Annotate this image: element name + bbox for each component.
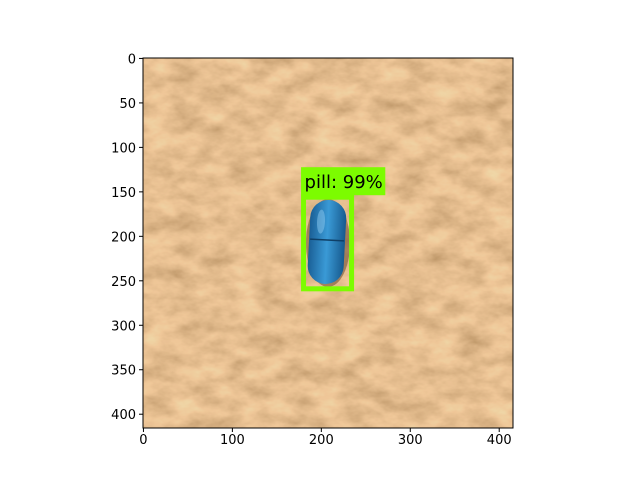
y-tick-label: 400	[111, 408, 136, 423]
y-tick-label: 100	[111, 141, 136, 156]
x-tick-label: 100	[220, 433, 245, 448]
label-background	[301, 167, 386, 196]
y-tick-label: 150	[111, 186, 136, 201]
detection-box	[301, 194, 355, 292]
y-tick-label: 50	[119, 97, 136, 112]
axes-frame	[142, 57, 514, 429]
y-tick-label: 300	[111, 319, 136, 334]
y-tick-label: 0	[128, 52, 136, 67]
pill	[307, 200, 347, 284]
x-tick-label: 300	[398, 433, 423, 448]
x-tick-label: 400	[487, 433, 512, 448]
x-tick-label: 200	[309, 433, 334, 448]
y-tick-label: 350	[111, 364, 136, 379]
image	[143, 58, 513, 428]
y-tick-label: 200	[111, 230, 136, 245]
detection-label: pill: 99%	[305, 172, 383, 193]
x-tick-label: 0	[139, 433, 147, 448]
y-tick-label: 250	[111, 275, 136, 290]
